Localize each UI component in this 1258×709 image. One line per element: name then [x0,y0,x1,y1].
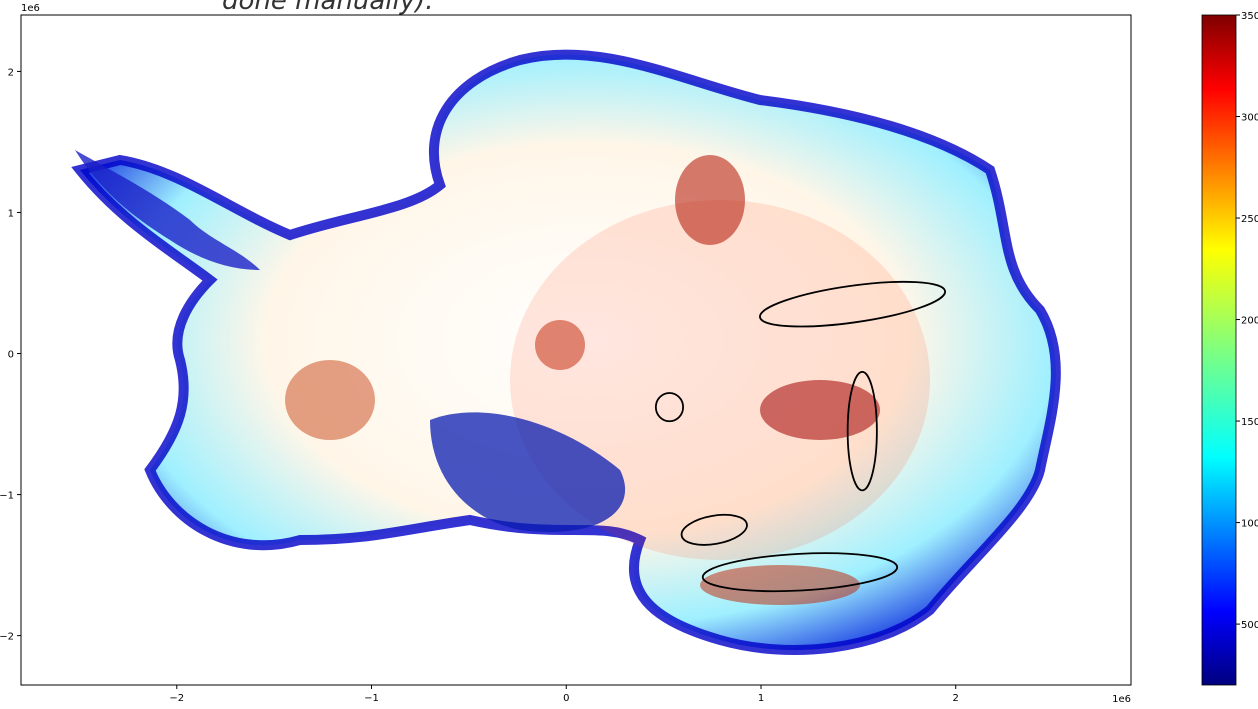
y-tick-label: 2 [8,67,14,78]
annotation-ellipse [701,552,899,593]
y-tick-label: 0 [8,350,14,361]
colorbar-tick-label: 1500 [1241,417,1258,428]
dense-track-cluster [675,155,745,245]
colorbar-tick-label: 1000 [1241,519,1258,530]
dense-track-cluster [285,360,375,440]
annotation-ellipse [654,392,685,423]
ross-ice-shelf [430,412,626,532]
annotation-ellipse [759,280,947,328]
colorbar-tick-label: 3500 [1241,11,1258,22]
annotation-ellipse [846,370,878,492]
peninsula [75,150,260,270]
colorbar-tick-label: 2000 [1241,316,1258,327]
dense-track-cluster [700,565,860,605]
y-tick-label: −2 [0,632,14,643]
x-tick-label: 2 [953,693,959,704]
map-content [71,49,1061,655]
colorbar [1201,14,1237,686]
y-tick-label: −1 [0,491,14,502]
x-offset-label: 1e6 [1112,694,1131,705]
x-tick-label: −2 [169,693,184,704]
dense-track-cluster [760,380,880,440]
x-tick-label: 1 [758,693,764,704]
x-tick-label: 0 [563,693,569,704]
x-tick-label: −1 [364,693,379,704]
figure-caption-fragment: done manually). [222,0,434,16]
colorbar-tick-label: 3000 [1241,113,1258,124]
annotation-ellipse [680,513,748,546]
colorbar-tick-label: 2500 [1241,214,1258,225]
colorbar-tick-label: 500 [1241,620,1258,631]
y-offset-label: 1e6 [21,3,40,14]
y-tick-label: 1 [8,208,14,219]
dense-track-cluster [535,320,585,370]
